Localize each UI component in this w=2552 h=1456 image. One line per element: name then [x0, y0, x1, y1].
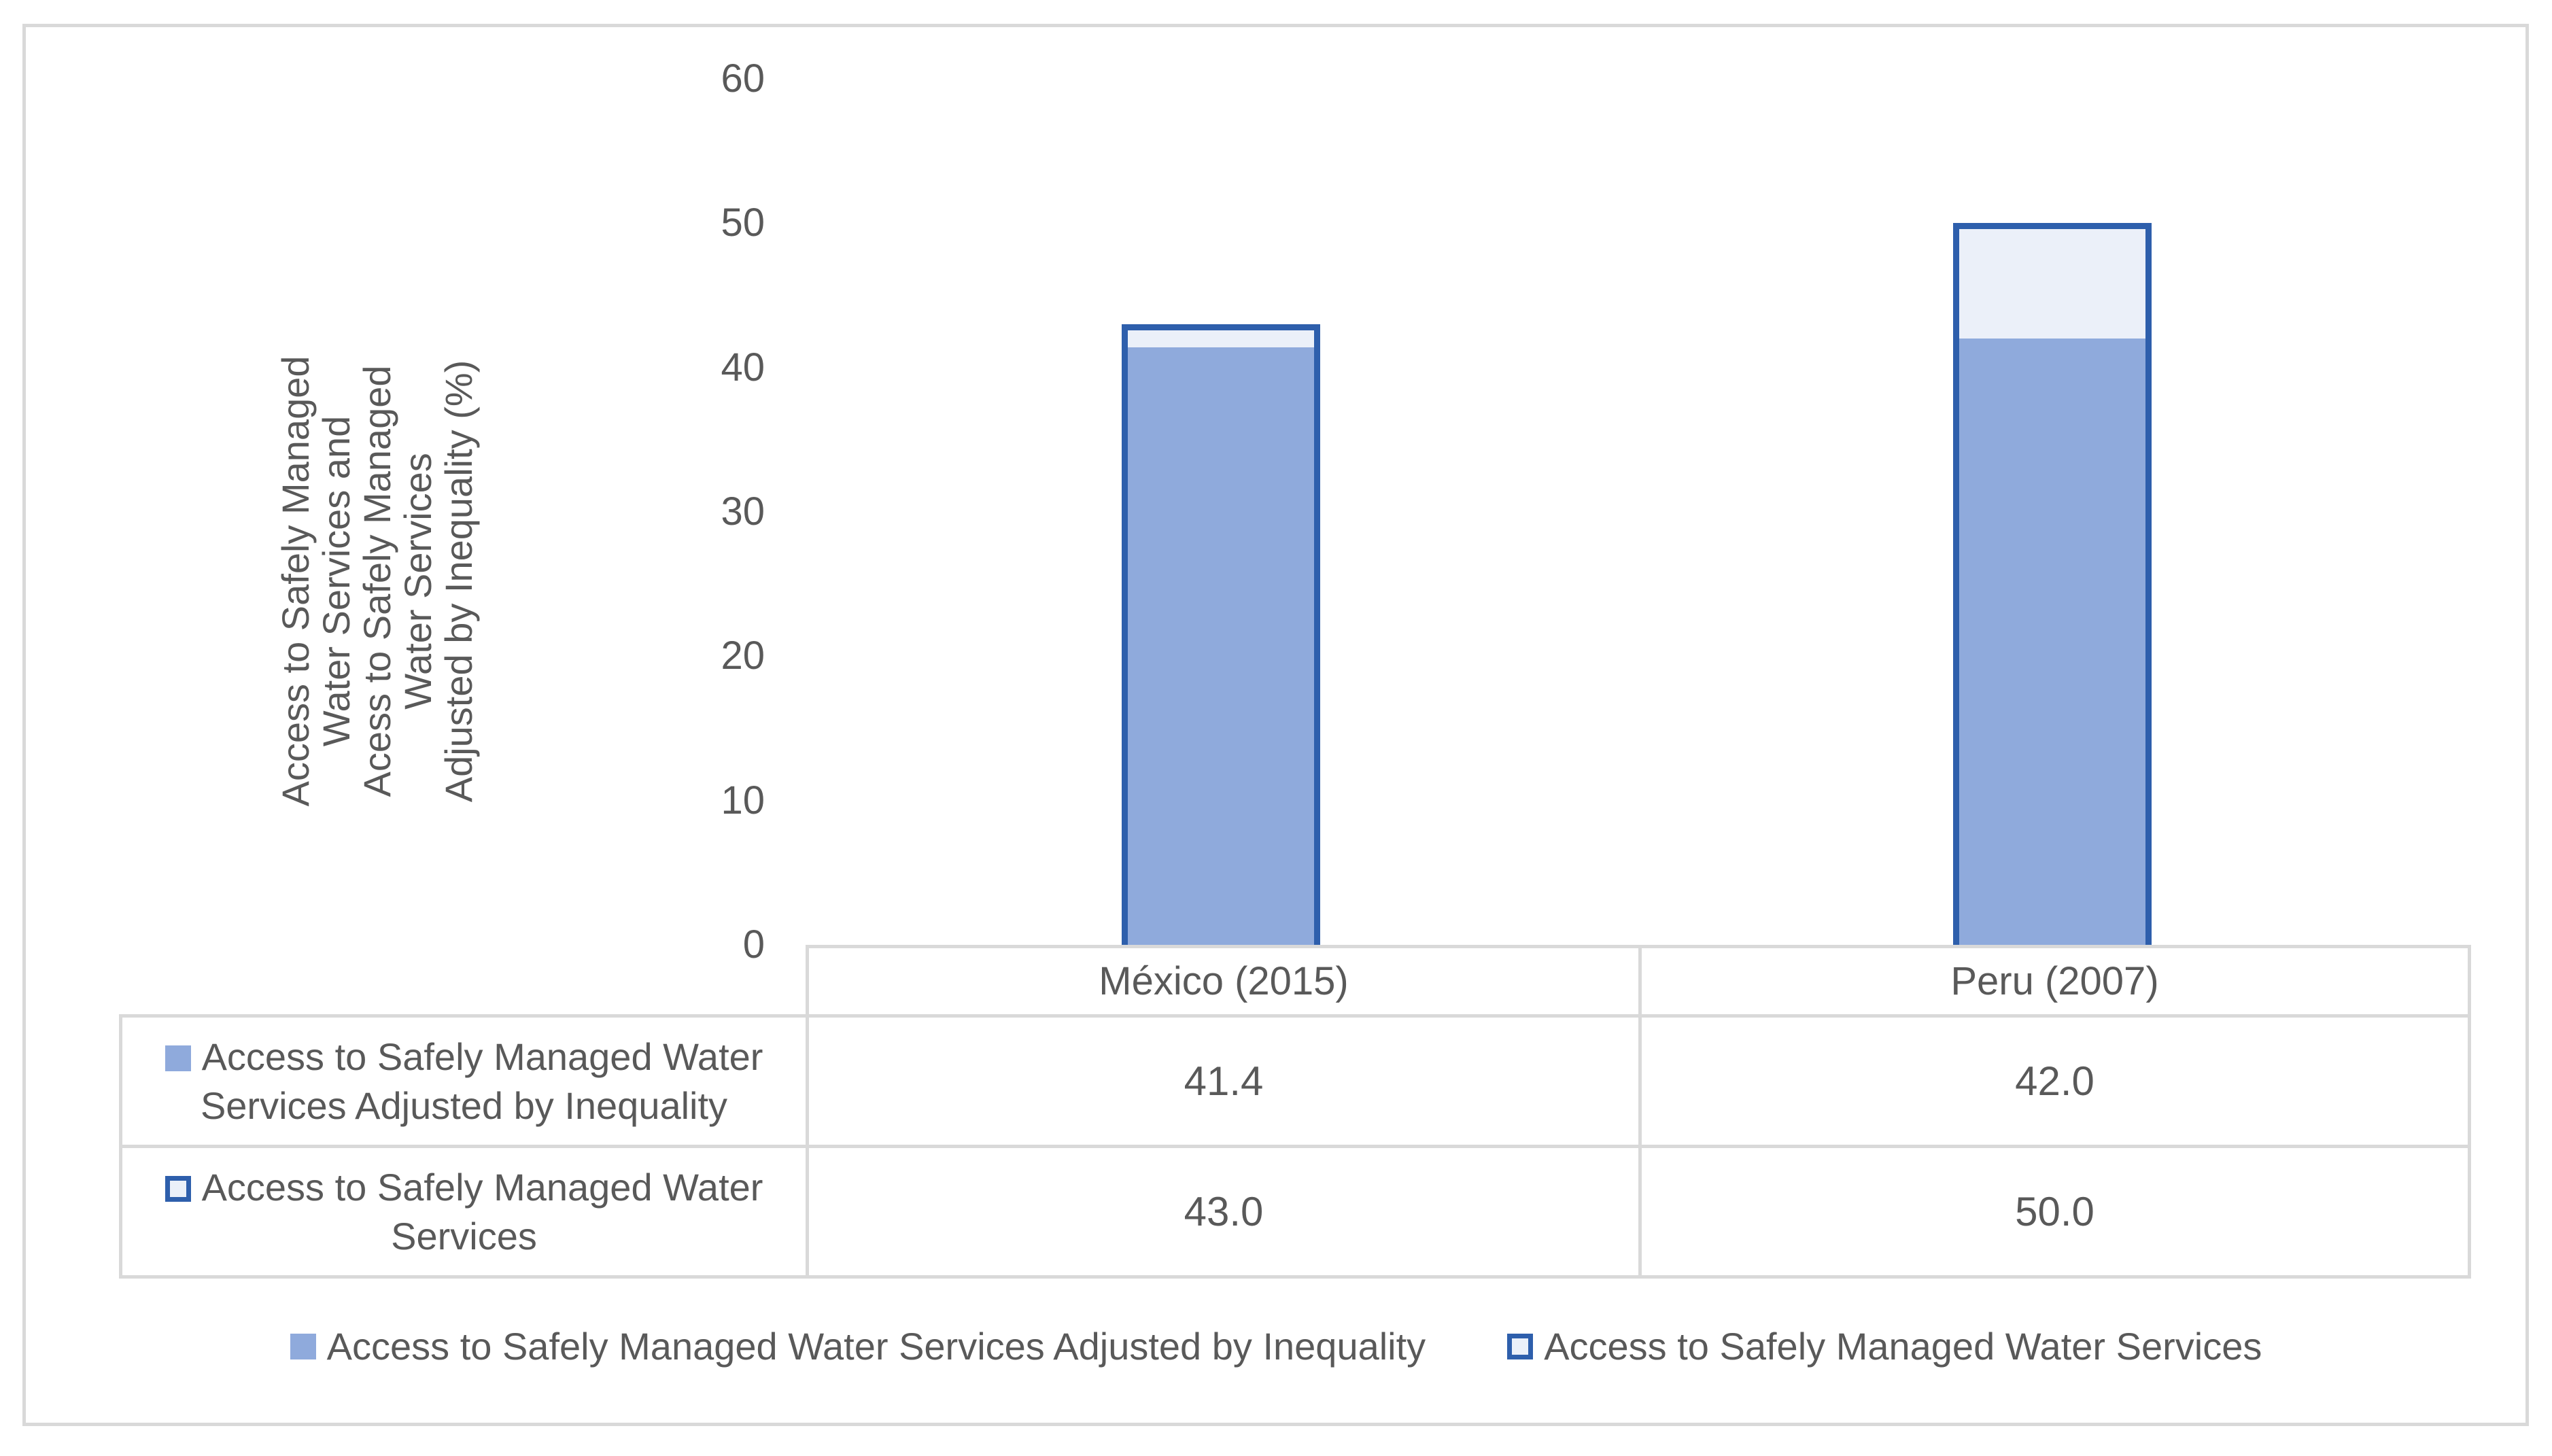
table-row-services: Access to Safely Managed Water Services …	[119, 1145, 2471, 1279]
y-axis-title-line: Access to Safely Managed	[274, 356, 317, 807]
row-label-text: Access to Safely Managed Water Services …	[200, 1035, 763, 1127]
legend: Access to Safely Managed Water Services …	[0, 1324, 2552, 1368]
y-tick-label: 50	[721, 201, 765, 245]
filled-series-swatch-icon	[290, 1333, 316, 1359]
outlined-series-swatch-icon	[1507, 1333, 1534, 1359]
value-mexico-adjusted: 41.4	[806, 1014, 1642, 1148]
y-axis-title-line: Adjusted by Inequality (%)	[437, 360, 480, 803]
row-label-adjusted: Access to Safely Managed Water Services …	[119, 1014, 809, 1148]
y-tick-label: 20	[721, 634, 765, 678]
bar-fill-mexico	[1128, 347, 1315, 945]
y-axis-title: Access to Safely Managed Water Services …	[274, 275, 480, 887]
bar-fill-peru	[1959, 339, 2145, 945]
y-axis-title-line: Water Services and	[315, 415, 358, 747]
y-tick-label: 10	[721, 778, 765, 822]
category-header-peru: Peru (2007)	[1638, 945, 2471, 1018]
y-tick-label: 30	[721, 489, 765, 534]
value-mexico-services: 43.0	[806, 1145, 1642, 1279]
data-table: México (2015) Peru (2007) Access to Safe…	[119, 945, 2471, 1279]
bar-mexico	[1122, 324, 1321, 945]
value-peru-adjusted: 42.0	[1638, 1014, 2471, 1148]
table-header-row: México (2015) Peru (2007)	[121, 945, 2471, 1018]
y-tick-label: 0	[742, 922, 765, 967]
y-tick-label: 40	[721, 345, 765, 389]
table-row-adjusted: Access to Safely Managed Water Services …	[119, 1014, 2471, 1148]
legend-item-services: Access to Safely Managed Water Services	[1507, 1324, 2262, 1368]
legend-label: Access to Safely Managed Water Services …	[326, 1325, 1426, 1368]
legend-label: Access to Safely Managed Water Services	[1544, 1325, 2262, 1368]
table-corner-spacer	[121, 947, 808, 1016]
filled-series-swatch-icon	[165, 1045, 191, 1071]
legend-item-adjusted: Access to Safely Managed Water Services …	[290, 1324, 1426, 1368]
bar-peru	[1952, 223, 2152, 945]
plot-area	[806, 79, 2468, 945]
outlined-series-swatch-icon	[165, 1175, 191, 1202]
row-label-text: Access to Safely Managed Water Services	[201, 1165, 763, 1258]
y-tick-label: 60	[721, 56, 765, 101]
row-label-services: Access to Safely Managed Water Services	[119, 1145, 809, 1279]
y-axis-title-line: Water Services	[396, 453, 439, 710]
category-header-mexico: México (2015)	[806, 945, 1642, 1018]
y-axis-title-line: Acess to Safely Managed	[356, 365, 398, 797]
value-peru-services: 50.0	[1638, 1145, 2471, 1279]
